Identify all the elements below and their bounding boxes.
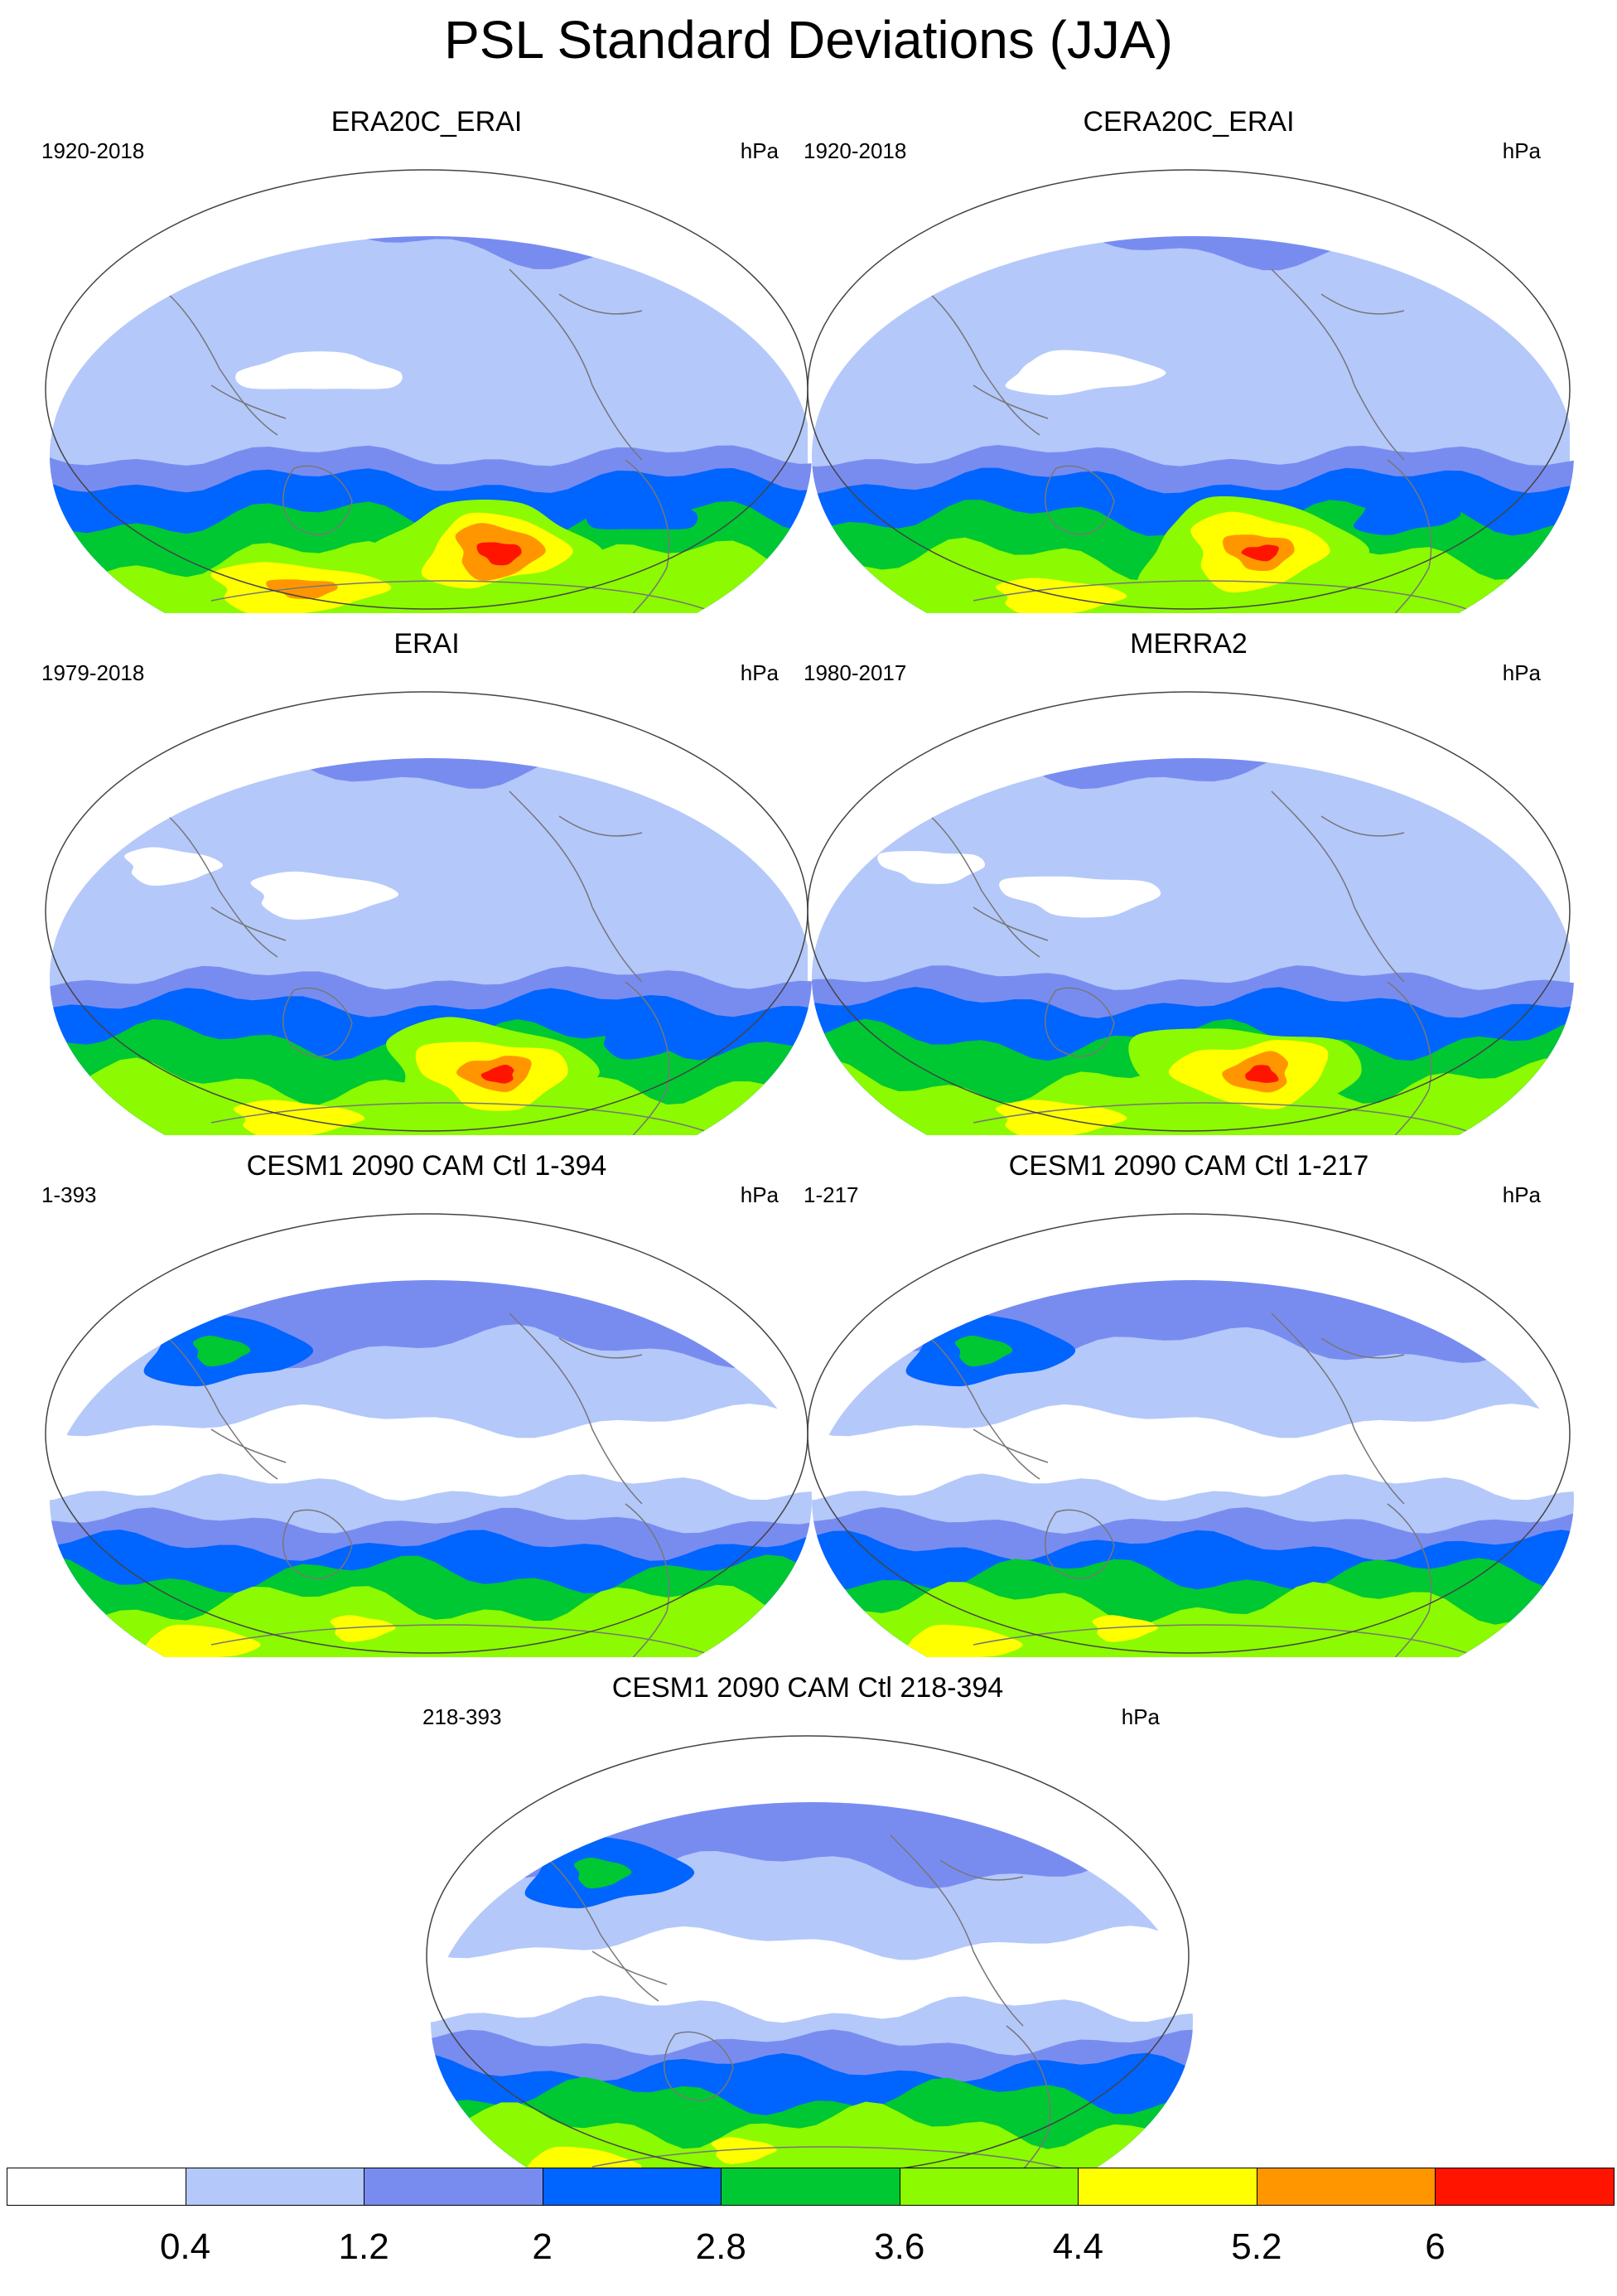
panel-units: hPa: [740, 1182, 779, 1207]
panel-title: MERRA2: [1130, 628, 1248, 660]
colorbar-tick-label: 3.6: [874, 2226, 925, 2267]
colorbar-tick-label: 2: [532, 2226, 553, 2267]
panel-units: hPa: [740, 138, 779, 163]
colorbar-swatch: [1256, 2168, 1436, 2206]
panel-period: 1920-2018: [41, 138, 145, 163]
colorbar-tick-label: 0.4: [159, 2226, 211, 2267]
panel-period: 1920-2018: [804, 138, 907, 163]
map-panel: CESM1 2090 CAM Ctl 218-394 218-393 hPa: [422, 1670, 1193, 2179]
colorbar-swatch: [721, 2168, 900, 2206]
colorbar-tick-label: 6: [1425, 2226, 1446, 2267]
panel-title: CESM1 2090 CAM Ctl 1-394: [246, 1150, 607, 1182]
colorbar-swatch: [1078, 2168, 1257, 2206]
panel-period: 1979-2018: [41, 660, 145, 685]
map-plot: [807, 1213, 1574, 1657]
map-panel: CERA20C_ERAI 1920-2018 hPa: [804, 104, 1574, 613]
map-plot: [45, 1213, 812, 1657]
panel-period: 218-393: [422, 1704, 502, 1729]
colorbar-tick-label: 5.2: [1231, 2226, 1282, 2267]
panel-title: ERA20C_ERAI: [331, 106, 523, 138]
map-panel: ERA20C_ERAI 1920-2018 hPa: [41, 104, 812, 613]
colorbar-tick-label: 4.4: [1052, 2226, 1103, 2267]
panel-period: 1-217: [804, 1182, 859, 1207]
map-plot: [807, 169, 1574, 613]
colorbar-swatch: [1435, 2168, 1615, 2206]
panel-title: CERA20C_ERAI: [1083, 106, 1295, 138]
colorbar-swatch: [542, 2168, 722, 2206]
colorbar-swatch: [7, 2168, 186, 2206]
colorbar-swatch: [364, 2168, 543, 2206]
colorbar-swatch: [899, 2168, 1079, 2206]
map-plot: [45, 169, 812, 613]
panel-title: CESM1 2090 CAM Ctl 1-217: [1008, 1150, 1369, 1182]
panel-period: 1980-2017: [804, 660, 907, 685]
map-plot: [45, 691, 812, 1135]
panel-units: hPa: [1502, 660, 1541, 685]
colorbar-swatch: [185, 2168, 365, 2206]
map-plot: [426, 1735, 1193, 2179]
panel-title: CESM1 2090 CAM Ctl 218-394: [611, 1672, 1004, 1704]
figure-title: PSL Standard Deviations (JJA): [444, 10, 1173, 70]
map-panel: CESM1 2090 CAM Ctl 1-217 1-217 hPa: [804, 1148, 1574, 1657]
panel-units: hPa: [740, 660, 779, 685]
panel-period: 1-393: [41, 1182, 97, 1207]
map-panel: MERRA2 1980-2017 hPa: [804, 626, 1574, 1135]
colorbar-tick-label: 2.8: [695, 2226, 746, 2267]
panel-units: hPa: [1121, 1704, 1160, 1729]
colorbar: [7, 2168, 1615, 2207]
map-panel: CESM1 2090 CAM Ctl 1-394 1-393 hPa: [41, 1148, 812, 1657]
map-plot: [807, 691, 1574, 1135]
panel-units: hPa: [1502, 138, 1541, 163]
panel-title: ERAI: [393, 628, 460, 660]
colorbar-tick-label: 1.2: [338, 2226, 389, 2267]
map-panel: ERAI 1979-2018 hPa: [41, 626, 812, 1135]
panel-units: hPa: [1502, 1182, 1541, 1207]
